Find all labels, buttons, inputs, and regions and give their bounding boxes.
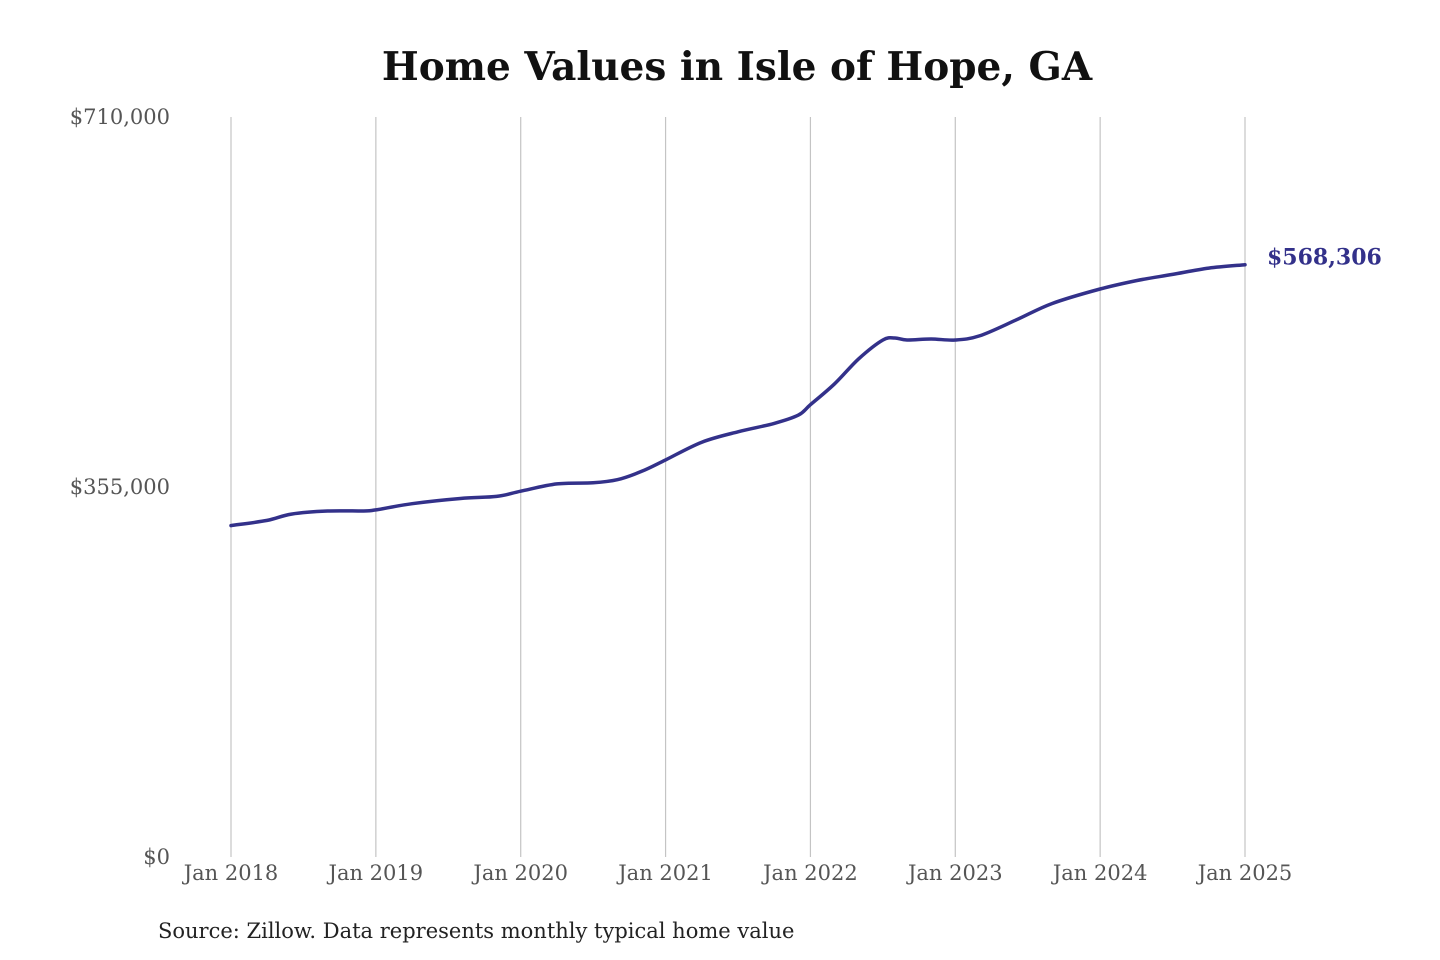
- end-value-label: $568,306: [1267, 245, 1382, 271]
- home-value-line: [229, 262, 1247, 528]
- x-tick-label: Jan 2024: [1051, 861, 1148, 885]
- y-axis-ticks: $0 $355,000 $710,000: [70, 105, 170, 869]
- x-tick-label: Jan 2018: [182, 861, 279, 885]
- y-tick-label: $355,000: [70, 475, 170, 499]
- x-tick-label: Jan 2025: [1196, 861, 1293, 885]
- source-note: Source: Zillow. Data represents monthly …: [158, 919, 794, 943]
- x-tick-label: Jan 2023: [906, 861, 1003, 885]
- x-axis-ticks: Jan 2018 Jan 2019 Jan 2020 Jan 2021 Jan 2022…: [182, 861, 1293, 885]
- x-tick-label: Jan 2019: [327, 861, 424, 885]
- x-tick-label: Jan 2020: [471, 861, 568, 885]
- y-tick-label: $0: [143, 845, 170, 869]
- chart-title: Home Values in Isle of Hope, GA: [382, 44, 1093, 90]
- y-tick-label: $710,000: [70, 105, 170, 129]
- grid-lines: [230, 117, 1246, 857]
- series-layer: $568,306: [229, 245, 1382, 528]
- x-tick-label: Jan 2021: [616, 861, 713, 885]
- x-tick-label: Jan 2022: [761, 861, 858, 885]
